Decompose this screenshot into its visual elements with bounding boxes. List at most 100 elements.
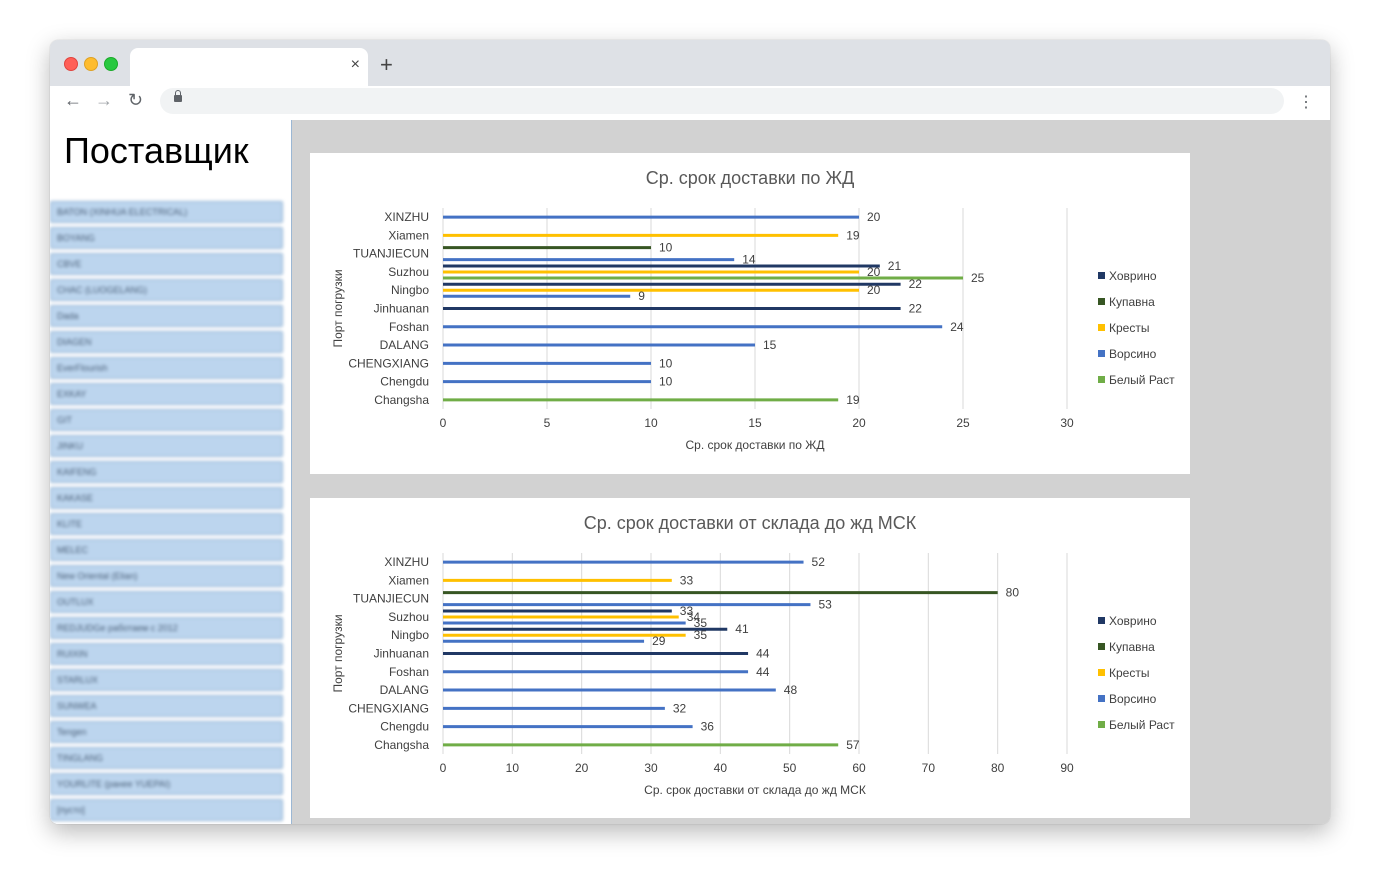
data-label: 29 xyxy=(652,634,666,648)
y-tick-label: DALANG xyxy=(380,683,429,697)
x-tick-label: 90 xyxy=(1060,761,1074,775)
x-tick-label: 0 xyxy=(440,416,447,430)
back-icon[interactable]: ← xyxy=(64,90,82,110)
slicer-item[interactable]: Tengen xyxy=(50,721,283,743)
data-label: 20 xyxy=(867,210,881,224)
legend-swatch xyxy=(1098,324,1105,331)
x-tick-label: 30 xyxy=(644,761,658,775)
data-label: 35 xyxy=(694,616,708,630)
x-tick-label: 10 xyxy=(644,416,658,430)
slicer-item[interactable]: REDJUDGe работаем с 2012 xyxy=(50,617,283,639)
x-tick-label: 50 xyxy=(783,761,797,775)
chart-rail-delivery: Ср. срок доставки по ЖД 0 5 10 15 20 25 30 XINZH… xyxy=(331,168,1175,452)
browser-toolbar: ← → ↻ ⋮ xyxy=(50,86,1330,121)
slicer-item[interactable]: KAKASE xyxy=(50,487,283,509)
slicer-item[interactable]: New Oriental (Elian) xyxy=(50,565,283,587)
slicer-title: Поставщик xyxy=(64,130,249,171)
slicer-item[interactable]: TINGLANG xyxy=(50,747,283,769)
data-label: 22 xyxy=(909,277,923,291)
y-tick-label: Ningbo xyxy=(391,283,429,297)
legend-label: Кресты xyxy=(1109,666,1149,680)
x-tick-label: 10 xyxy=(506,761,520,775)
chart-title: Ср. срок доставки по ЖД xyxy=(646,168,855,188)
legend-label: Ховрино xyxy=(1109,614,1157,628)
y-tick-label: Changsha xyxy=(374,738,429,752)
y-tick-label: CHENGXIANG xyxy=(348,356,429,370)
slicer-item[interactable]: BOYANG xyxy=(50,227,283,249)
legend-swatch xyxy=(1098,272,1105,279)
x-tick-label: 5 xyxy=(544,416,551,430)
legend-swatch xyxy=(1098,695,1105,702)
close-window-icon[interactable] xyxy=(64,57,78,71)
data-label: 34 xyxy=(687,610,701,624)
y-tick-label: TUANJIECUN xyxy=(353,247,429,261)
data-label: 19 xyxy=(846,228,860,242)
browser-tab[interactable]: × xyxy=(130,48,368,86)
slicer-item[interactable]: EverFlourish xyxy=(50,357,283,379)
legend-swatch xyxy=(1098,350,1105,357)
data-label: 44 xyxy=(756,647,770,661)
slicer-item[interactable]: DIAGEN xyxy=(50,331,283,353)
data-label: 19 xyxy=(846,393,860,407)
legend-swatch xyxy=(1098,298,1105,305)
legend-swatch xyxy=(1098,376,1105,383)
reload-icon[interactable]: ↻ xyxy=(128,90,144,110)
slicer-item[interactable]: STARLUX xyxy=(50,669,283,691)
chart-title: Ср. срок доставки от склада до жд МСК xyxy=(584,513,917,533)
slicer-item[interactable]: SUNWEA xyxy=(50,695,283,717)
x-axis-title: Ср. срок доставки по ЖД xyxy=(685,438,824,452)
data-label: 57 xyxy=(846,738,860,752)
maximize-window-icon[interactable] xyxy=(104,57,118,71)
y-tick-label: CHENGXIANG xyxy=(348,701,429,715)
chart-panel-rail: Ср. срок доставки по ЖД 0 5 10 15 20 25 30 XINZH… xyxy=(310,153,1190,474)
chart-panel-warehouse: Ср. срок доставки от склада до жд МСК 0 10… xyxy=(310,498,1190,818)
x-tick-label: 15 xyxy=(748,416,762,430)
slicer-item[interactable]: MELEC xyxy=(50,539,283,561)
data-label: 32 xyxy=(673,701,687,715)
legend-label: Ворсино xyxy=(1109,347,1157,361)
dashboard-canvas: Ср. срок доставки по ЖД 0 5 10 15 20 25 30 XINZH… xyxy=(292,120,1330,824)
slicer-item[interactable]: GIT xyxy=(50,409,283,431)
slicer-list: BATON (XINHUA ELECTRICAL) BOYANG CBVE CHAC … xyxy=(50,201,283,824)
y-tick-label: TUANJIECUN xyxy=(353,592,429,606)
slicer-item[interactable]: CHAC (LUOGELANG) xyxy=(50,279,283,301)
slicer-item[interactable]: BATON (XINHUA ELECTRICAL) xyxy=(50,201,283,223)
data-label: 36 xyxy=(701,720,715,734)
browser-menu-icon[interactable]: ⋮ xyxy=(1298,94,1314,111)
y-tick-label: Changsha xyxy=(374,393,429,407)
supplier-slicer: Поставщик BATON (XINHUA ELECTRICAL) BOYAN… xyxy=(50,120,292,824)
slicer-item[interactable]: OUTLUX xyxy=(50,591,283,613)
lock-icon xyxy=(174,90,182,102)
slicer-item[interactable]: KAIFENG xyxy=(50,461,283,483)
x-tick-label: 60 xyxy=(852,761,866,775)
minimize-window-icon[interactable] xyxy=(84,57,98,71)
legend-label: Кресты xyxy=(1109,321,1149,335)
y-tick-label: Foshan xyxy=(389,665,429,679)
data-label: 10 xyxy=(659,241,673,255)
close-tab-icon[interactable]: × xyxy=(350,56,360,73)
new-tab-icon[interactable]: + xyxy=(380,52,393,77)
slicer-item[interactable]: YOURLITE (ранее YUEPAI) xyxy=(50,773,283,795)
address-bar[interactable] xyxy=(160,88,1284,114)
browser-window: × + ← → ↻ ⋮ Поставщик BATON (XINHUA ELEC… xyxy=(50,40,1330,824)
data-label: 52 xyxy=(812,555,826,569)
legend-label: Купавна xyxy=(1109,640,1155,654)
slicer-item[interactable]: RUIXIN xyxy=(50,643,283,665)
y-tick-label: Ningbo xyxy=(391,628,429,642)
slicer-item[interactable]: JINKU xyxy=(50,435,283,457)
data-label: 10 xyxy=(659,356,673,370)
slicer-item[interactable]: KLITE xyxy=(50,513,283,535)
slicer-item[interactable]: [пусто] xyxy=(50,799,283,821)
slicer-item[interactable]: CBVE xyxy=(50,253,283,275)
data-label: 33 xyxy=(680,573,694,587)
slicer-item[interactable]: Dada xyxy=(50,305,283,327)
forward-icon[interactable]: → xyxy=(95,90,113,110)
data-label: 10 xyxy=(659,375,673,389)
slicer-item[interactable]: EXKAY xyxy=(50,383,283,405)
y-tick-label: Chengdu xyxy=(380,720,429,734)
legend-label: Ворсино xyxy=(1109,692,1157,706)
legend-label: Белый Раст xyxy=(1109,718,1175,732)
legend-label: Белый Раст xyxy=(1109,373,1175,387)
data-label: 41 xyxy=(735,622,749,636)
data-label: 14 xyxy=(742,253,756,267)
